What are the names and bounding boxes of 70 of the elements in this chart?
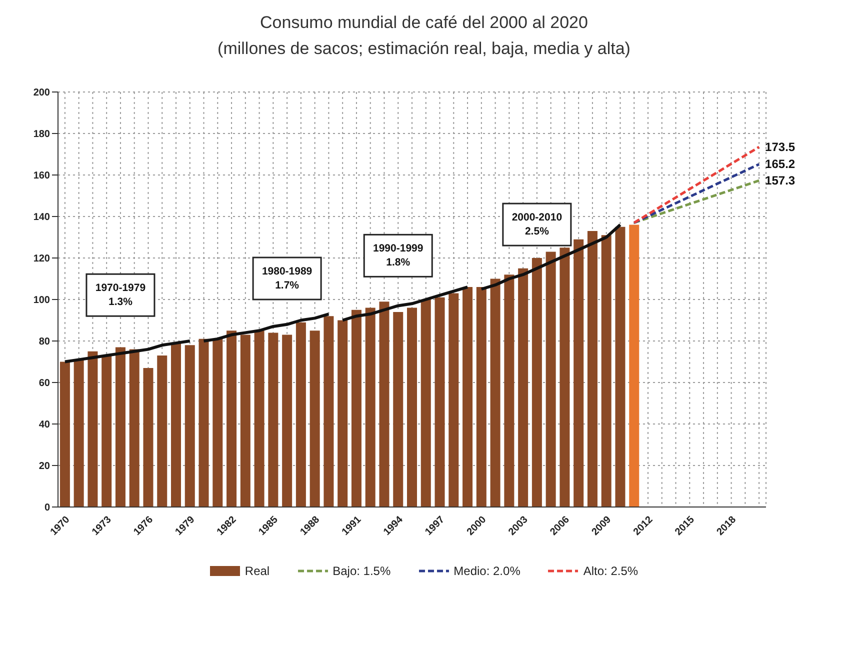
y-tick-label: 100: [33, 295, 50, 306]
annotation: 1990-1999 1.8%: [373, 242, 424, 269]
bar: [393, 312, 404, 507]
annotation: 1970-1979 1.3%: [95, 282, 146, 308]
bar: [60, 362, 70, 507]
bar: [434, 297, 445, 507]
y-tick-label: 140: [33, 212, 50, 224]
bar: [184, 345, 195, 507]
data-label: 165.2: [765, 157, 796, 172]
y-tick-label: 40: [38, 420, 50, 431]
y-tick-label: 180: [33, 129, 50, 140]
bar: [268, 332, 278, 507]
bar: [629, 224, 640, 507]
bar: [143, 368, 154, 507]
chart-title: Consumo mundial de café del 2000 al 2020: [259, 12, 589, 34]
bar: [74, 360, 84, 507]
y-tick-label: 120: [33, 254, 50, 265]
bar: [171, 343, 181, 507]
bar: [129, 349, 140, 507]
bar: [198, 338, 209, 507]
bar: [296, 322, 306, 507]
legend-label: Medio: 2.0%: [454, 564, 520, 578]
bar: [518, 268, 528, 507]
bar: [574, 239, 584, 507]
bar: [420, 300, 431, 507]
bar: [157, 356, 168, 507]
bar: [490, 278, 500, 507]
bar: [560, 248, 570, 507]
y-tick-label: 60: [38, 378, 50, 390]
y-tick-label: 160: [33, 170, 50, 182]
bar: [324, 316, 334, 507]
bar: [240, 334, 250, 507]
y-tick-label: 20: [38, 461, 50, 472]
bar: [587, 231, 598, 507]
bar: [615, 226, 626, 507]
chart-subtitle: (millones de sacos; estimación real, baja, media y alta): [216, 38, 632, 60]
y-tick-label: 80: [38, 336, 50, 348]
bar: [476, 287, 486, 507]
bar: [226, 330, 237, 507]
legend-label: Alto: 2.5%: [583, 564, 638, 578]
y-tick-label: 0: [44, 502, 50, 514]
bar: [448, 293, 459, 507]
annotation: 2000-2010 2.5%: [512, 212, 562, 238]
bar: [601, 235, 612, 507]
bar: [365, 308, 376, 507]
bar: [282, 334, 292, 507]
bar: [407, 308, 417, 507]
bar: [379, 302, 390, 507]
bar: [254, 330, 264, 507]
y-tick-label: 200: [33, 88, 50, 99]
bar: [115, 347, 126, 507]
legend-label: Real: [244, 564, 270, 578]
line-series: [202, 312, 330, 342]
legend-label: Bajo: 1.5%: [332, 564, 391, 578]
bar: [212, 338, 223, 507]
bar: [532, 258, 542, 507]
data-label: 157.3: [765, 174, 796, 188]
line-series: [341, 286, 470, 322]
data-label: 173.5: [765, 140, 796, 154]
bar: [462, 287, 473, 507]
bar: [88, 351, 98, 507]
bar: [102, 356, 112, 507]
annotation: 1980-1989 1.7%: [262, 266, 312, 292]
bar: [338, 320, 348, 507]
bar: [546, 252, 556, 507]
bar: [310, 330, 320, 507]
line-series: [480, 223, 622, 291]
bar: [504, 274, 514, 507]
bar: [351, 310, 362, 507]
line-series: [63, 340, 192, 364]
